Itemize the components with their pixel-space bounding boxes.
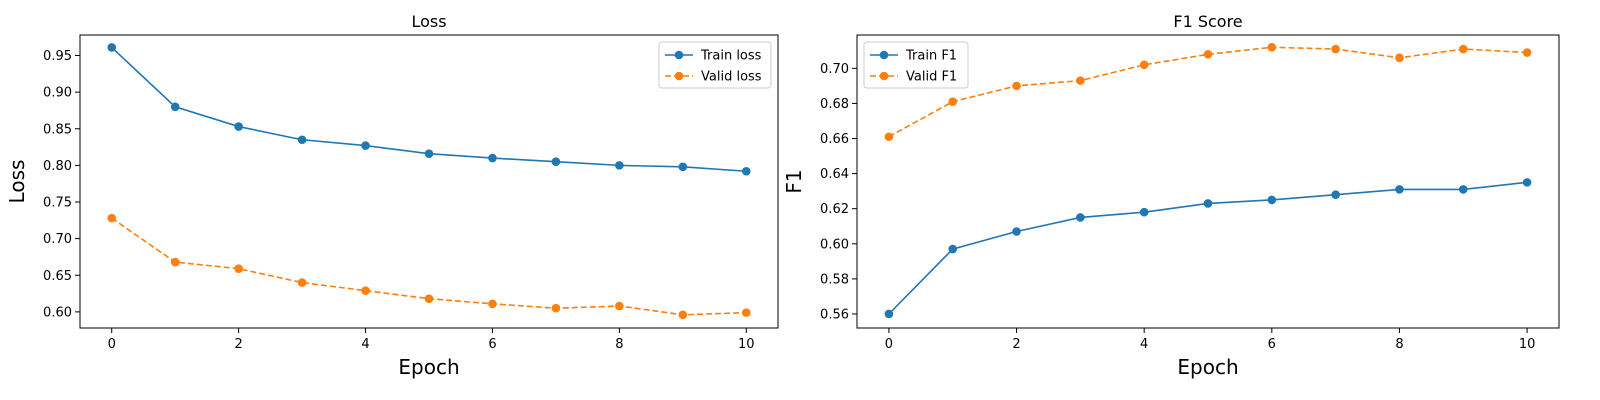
legend-marker [879,50,889,60]
legend-marker [674,71,684,81]
data-point [1076,76,1085,85]
data-point [361,141,370,150]
y-tick-label: 0.60 [820,237,849,252]
data-point [1267,42,1277,52]
data-point [948,244,958,254]
data-point [1331,190,1340,199]
y-tick-label: 0.56 [820,307,849,322]
data-point [170,102,180,112]
chart-panel-2: F1 Score Epoch F1 0 2 4 6 8 10 0.56 0.58 0.60 0.62 0.… [782,12,1560,379]
data-point [424,149,434,158]
axes-frame [79,34,779,329]
data-point [615,301,624,311]
data-point [884,309,894,319]
data-point [361,286,370,295]
data-point [1395,53,1404,63]
y-tick-label: 0.95 [43,49,72,64]
x-tick-label: 2 [1012,337,1020,352]
legend-label: Valid F1 [906,70,957,85]
y-tick-label: 0.64 [820,167,849,182]
data-point [884,132,894,142]
y-tick-label: 0.66 [820,132,849,147]
y-tick-label: 0.85 [43,122,72,137]
data-point [1267,195,1277,205]
data-point [1395,185,1404,194]
legend-label: Valid loss [701,70,762,85]
data-point [1139,60,1149,70]
y-tick-label: 0.60 [43,305,72,320]
data-point [551,303,561,313]
data-point [741,166,751,176]
data-point [488,153,497,163]
series-line-valid-f1 [888,46,1528,138]
data-point [488,299,497,309]
data-point [948,97,958,106]
y-axis-label: Loss [5,160,29,204]
y-axis-label: F1 [782,169,806,193]
data-point [1203,199,1213,208]
legend-marker [674,50,684,60]
data-point [741,308,751,317]
x-tick-label: 6 [1268,337,1276,352]
y-tick-label: 0.75 [43,196,72,211]
y-tick-label: 0.70 [820,62,849,77]
y-tick-label: 0.80 [43,159,72,174]
data-point [678,162,688,172]
chart-title: Loss [411,12,446,31]
data-point [1076,213,1085,222]
legend: Train loss Valid loss [658,41,772,89]
x-tick-label: 2 [234,337,242,352]
data-point [1522,48,1532,57]
x-tick-label: 8 [615,337,623,352]
data-point [107,43,117,52]
data-point [297,135,307,145]
y-tick-label: 0.58 [820,272,849,287]
data-point [1203,49,1213,59]
data-point [107,213,117,223]
y-tick-label: 0.90 [43,86,72,101]
x-axis-label: Epoch [1177,355,1238,379]
y-tick-label: 0.70 [43,232,72,247]
legend: Train F1 Valid F1 [863,41,969,89]
x-axis-label: Epoch [398,355,459,379]
x-tick-label: 10 [1519,337,1536,352]
x-tick-label: 0 [885,337,893,352]
x-tick-label: 10 [738,337,755,352]
data-point [297,278,307,287]
x-tick-label: 0 [108,337,116,352]
legend-marker [879,71,889,81]
x-tick-label: 4 [361,337,369,352]
chart-title: F1 Score [1173,12,1242,31]
y-tick-label: 0.62 [820,202,849,217]
legend-label: Train loss [700,49,762,64]
legend-label: Train F1 [905,49,957,64]
data-point [234,264,243,273]
x-tick-label: 4 [1140,337,1148,352]
chart-panel-1: Loss Epoch Loss 0 2 4 6 8 10 0.60 0.65 0.70 0.75 0.80… [5,12,779,379]
data-point [234,122,243,131]
data-point [170,257,180,267]
data-point [424,294,434,304]
data-point [615,161,624,170]
data-point [1331,44,1340,54]
data-point [678,310,688,320]
y-tick-label: 0.65 [43,269,72,284]
data-point [551,157,561,167]
data-point [1012,227,1021,236]
y-tick-label: 0.68 [820,97,849,112]
data-point [1458,185,1468,194]
data-point [1458,44,1468,54]
data-point [1522,178,1532,187]
data-point [1012,81,1021,91]
x-tick-label: 8 [1395,337,1403,352]
axes-frame [856,34,1560,329]
x-tick-label: 6 [488,337,496,352]
data-point [1139,207,1149,217]
